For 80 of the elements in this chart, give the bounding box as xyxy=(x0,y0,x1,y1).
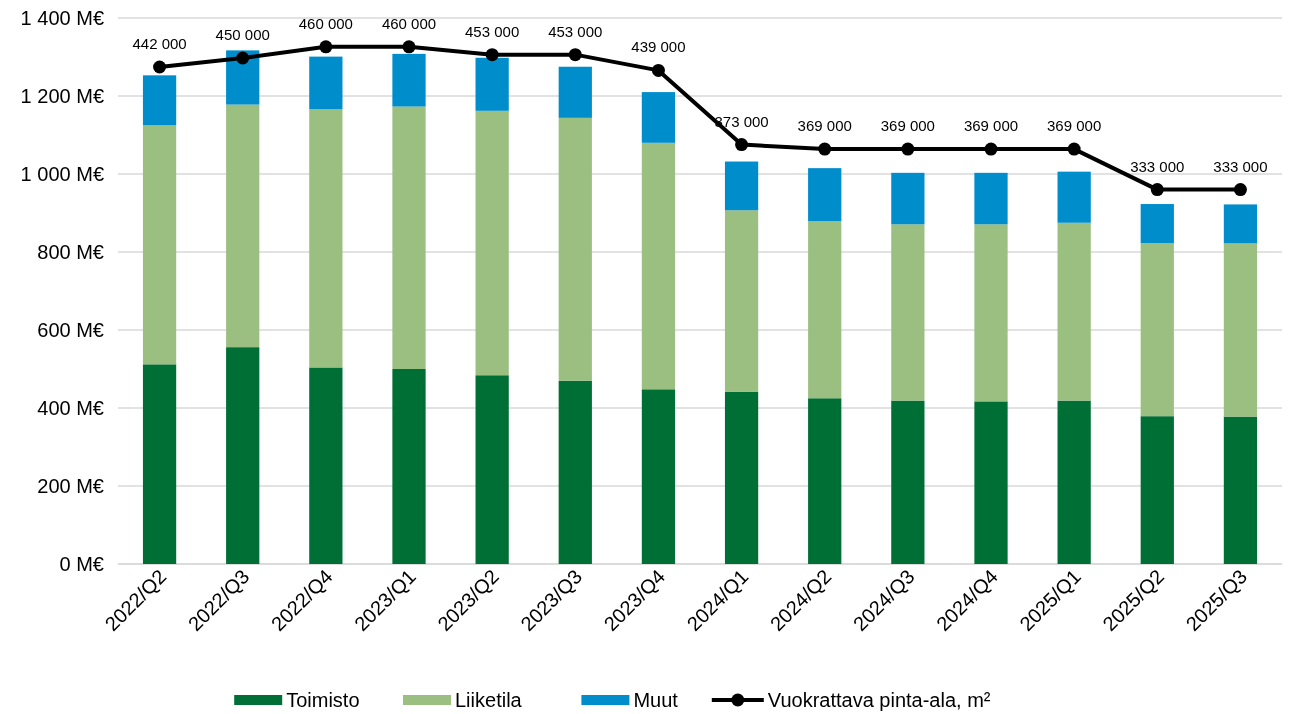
point xyxy=(319,40,333,54)
point xyxy=(901,142,915,156)
bar xyxy=(1140,204,1174,244)
bar xyxy=(142,75,177,126)
data-label: 460 000 xyxy=(298,14,353,32)
data-label: 369 000 xyxy=(963,117,1019,135)
point xyxy=(1150,183,1164,197)
bar xyxy=(974,172,1008,225)
point xyxy=(153,60,167,74)
bar xyxy=(724,391,759,564)
bar xyxy=(891,172,925,225)
y-tick-label: 800 M€ xyxy=(37,241,104,263)
bar xyxy=(226,104,260,348)
legend-label: Liiketila xyxy=(455,689,523,711)
bar xyxy=(226,347,260,564)
point xyxy=(651,63,665,77)
bar xyxy=(641,92,676,143)
bar xyxy=(974,401,1008,564)
point xyxy=(568,48,582,62)
data-label: 333 000 xyxy=(1130,157,1185,175)
bar xyxy=(309,56,343,110)
y-tick-label: 1 000 M€ xyxy=(20,163,104,185)
y-tick-label: 200 M€ xyxy=(37,475,104,497)
bar xyxy=(1223,416,1258,564)
bar xyxy=(1223,204,1258,244)
bar xyxy=(724,161,759,211)
bar xyxy=(392,106,426,369)
bar xyxy=(808,221,842,399)
bar xyxy=(1057,222,1091,401)
data-label: 453 000 xyxy=(548,22,603,40)
data-label: 442 000 xyxy=(132,35,187,53)
bar xyxy=(392,369,426,564)
bar xyxy=(974,224,1008,402)
data-label: 369 000 xyxy=(1047,117,1102,135)
bar xyxy=(641,142,676,390)
y-tick-label: 0 M€ xyxy=(59,553,104,575)
data-label: 460 000 xyxy=(381,14,437,32)
bar xyxy=(558,66,592,118)
bar xyxy=(891,224,925,401)
legend-label: Toimisto xyxy=(286,689,360,711)
point xyxy=(1067,142,1081,156)
data-label: 369 000 xyxy=(797,117,852,135)
bar xyxy=(1140,416,1174,564)
bar xyxy=(392,53,426,107)
y-tick-label: 400 M€ xyxy=(37,397,104,419)
bar xyxy=(1223,243,1258,417)
point xyxy=(402,40,416,54)
bar xyxy=(309,109,343,368)
bar xyxy=(309,367,343,564)
bar xyxy=(142,125,177,365)
data-label: 450 000 xyxy=(215,26,270,44)
point xyxy=(236,51,250,65)
bar xyxy=(1057,400,1091,564)
y-tick-label: 600 M€ xyxy=(37,319,104,341)
data-label: 333 000 xyxy=(1213,157,1268,175)
legend-label: Vuokrattava pinta-ala, m² xyxy=(767,689,991,711)
bar xyxy=(1057,171,1091,223)
bar xyxy=(475,375,509,564)
bar xyxy=(808,398,842,564)
bar xyxy=(475,57,509,111)
point xyxy=(984,142,998,156)
bar xyxy=(641,389,676,564)
bar xyxy=(558,380,592,564)
bar xyxy=(1140,243,1174,417)
data-label: 369 000 xyxy=(880,117,935,135)
data-label: 439 000 xyxy=(631,38,686,56)
point xyxy=(735,138,749,152)
data-label: 453 000 xyxy=(465,22,520,40)
y-tick-label: 1 200 M€ xyxy=(20,85,104,107)
point xyxy=(485,48,499,62)
point xyxy=(1233,183,1247,197)
bar xyxy=(142,364,177,564)
bar xyxy=(808,168,842,222)
y-tick-label: 1 400 M€ xyxy=(20,7,104,29)
bar xyxy=(724,210,759,392)
bar xyxy=(475,110,509,376)
bar xyxy=(558,117,592,381)
bar xyxy=(891,400,925,564)
legend-label: Muut xyxy=(633,689,679,711)
point xyxy=(818,142,832,156)
